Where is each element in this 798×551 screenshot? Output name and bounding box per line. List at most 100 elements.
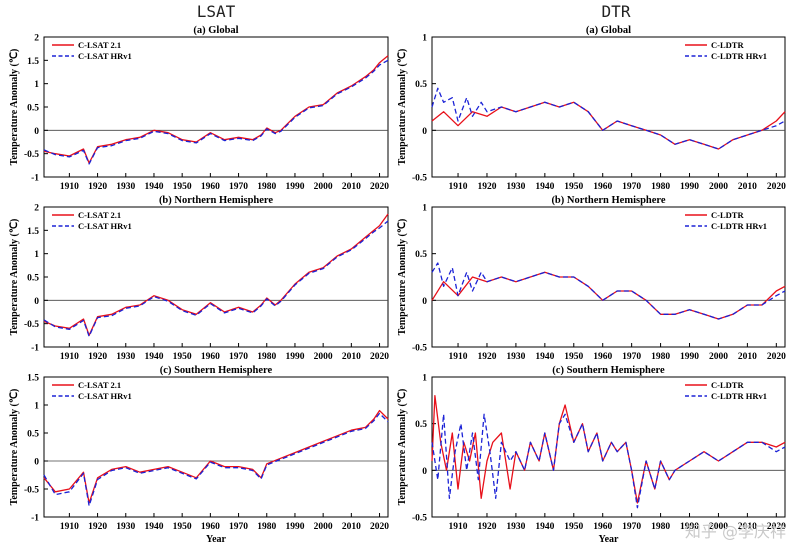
x-tick-label: 1940 — [535, 522, 554, 532]
y-tick-label: 0 — [422, 127, 427, 137]
panel-dtr-global: -0.5 0 0.5 1 1910 1920 1930 1940 1950 1960 1970 198… — [397, 25, 786, 192]
plot-frame — [431, 36, 786, 178]
x-tick-label: 1920 — [477, 182, 496, 192]
x-tick-label: 2020 — [767, 522, 786, 532]
x-tick-label: 1980 — [257, 352, 276, 362]
column-title-lsat: LSAT — [197, 2, 236, 21]
x-tick-label: 1950 — [173, 352, 192, 362]
y-tick-label: 1 — [34, 80, 39, 90]
series-line-2 — [43, 59, 389, 165]
legend-label: C-LSAT 2.1 — [78, 380, 121, 390]
x-tick-label: 1950 — [564, 522, 583, 532]
legend-label: C-LDTR — [711, 40, 744, 50]
x-tick-label: 2010 — [342, 182, 361, 192]
x-tick-label: 1940 — [535, 182, 554, 192]
x-tick-label: 1950 — [173, 522, 192, 532]
x-tick-label: 1920 — [477, 522, 496, 532]
y-axis-label: Temperature Anomaly (℃) — [9, 389, 20, 506]
x-tick-label: 1970 — [622, 522, 641, 532]
y-tick-label: 0 — [422, 297, 427, 307]
chart-panels: -1 -0.5 0 0.5 1 1.5 2 1910 1920 1930 1940 1950 1960 1… — [9, 25, 786, 545]
x-tick-label: 1920 — [477, 352, 496, 362]
panel-title: (a) Global — [193, 25, 238, 36]
y-tick-label: 1 — [34, 250, 39, 260]
legend-label: C-LDTR HRv1 — [711, 221, 767, 231]
y-tick-label: 0.5 — [27, 104, 39, 114]
y-tick-label: -1 — [31, 514, 39, 524]
x-axis-label: Year — [599, 534, 620, 545]
x-tick-label: 1960 — [593, 352, 612, 362]
x-tick-label: 1960 — [593, 182, 612, 192]
series-line-2 — [431, 87, 786, 150]
x-tick-label: 2010 — [738, 522, 757, 532]
y-tick-label: -0.5 — [412, 174, 427, 184]
x-tick-label: 1980 — [257, 182, 276, 192]
y-tick-label: 0 — [422, 467, 427, 477]
x-tick-label: 1940 — [144, 352, 163, 362]
y-axis-label: Temperature Anomaly (℃) — [9, 219, 20, 336]
x-tick-label: 1990 — [285, 522, 304, 532]
x-tick-label: 2020 — [370, 182, 389, 192]
y-axis-label: Temperature Anomaly (℃) — [397, 219, 408, 336]
x-tick-label: 2000 — [709, 182, 728, 192]
x-tick-label: 1910 — [449, 182, 468, 192]
panel-dtr-sh: -0.5 0 0.5 1 1910 1920 1930 1940 1950 1960 1970 198… — [397, 365, 786, 545]
x-tick-label: 1930 — [506, 522, 525, 532]
y-tick-label: -0.5 — [24, 320, 39, 330]
x-tick-label: 1950 — [564, 352, 583, 362]
y-tick-label: -0.5 — [24, 486, 39, 496]
y-axis-label: Temperature Anomaly (℃) — [397, 49, 408, 166]
x-tick-label: 2010 — [738, 182, 757, 192]
x-tick-label: 1990 — [285, 182, 304, 192]
series-line-2 — [431, 262, 786, 320]
x-tick-label: 2010 — [342, 352, 361, 362]
x-tick-label: 1980 — [651, 182, 670, 192]
y-tick-label: -1 — [31, 344, 39, 354]
legend-label: C-LDTR HRv1 — [711, 51, 767, 61]
y-tick-label: -0.5 — [24, 150, 39, 160]
x-tick-label: 1960 — [593, 522, 612, 532]
x-axis-label: Year — [206, 534, 227, 545]
plot-frame — [43, 36, 389, 178]
plot-frame — [43, 206, 389, 348]
y-tick-label: -0.5 — [412, 514, 427, 524]
x-tick-label: 2000 — [314, 182, 333, 192]
x-tick-label: 1990 — [285, 352, 304, 362]
x-tick-label: 1930 — [116, 182, 135, 192]
y-tick-label: 0 — [34, 127, 39, 137]
y-tick-label: 1.5 — [27, 57, 39, 67]
x-tick-label: 1930 — [116, 522, 135, 532]
y-tick-label: -1 — [31, 174, 39, 184]
legend-label: C-LDTR HRv1 — [711, 391, 767, 401]
x-tick-label: 1980 — [651, 352, 670, 362]
panel-title: (b) Northern Hemisphere — [551, 195, 665, 206]
x-tick-label: 1970 — [229, 522, 248, 532]
x-tick-label: 1940 — [144, 522, 163, 532]
legend: C-LSAT 2.1C-LSAT HRv1 — [52, 40, 132, 61]
x-tick-label: 1910 — [60, 522, 79, 532]
legend: C-LSAT 2.1C-LSAT HRv1 — [52, 210, 132, 231]
x-tick-label: 1910 — [60, 182, 79, 192]
x-tick-label: 2000 — [314, 352, 333, 362]
x-tick-label: 1910 — [449, 522, 468, 532]
x-tick-label: 1940 — [144, 182, 163, 192]
y-tick-label: 1 — [34, 402, 39, 412]
y-tick-label: 1 — [422, 204, 427, 214]
y-tick-label: 0.5 — [415, 420, 427, 430]
x-tick-label: 2000 — [314, 522, 333, 532]
x-tick-label: 1930 — [116, 352, 135, 362]
x-tick-label: 2020 — [370, 522, 389, 532]
panel-lsat-global: -1 -0.5 0 0.5 1 1.5 2 1910 1920 1930 1940 1950 1960 1… — [9, 25, 389, 192]
x-tick-label: 1920 — [88, 522, 107, 532]
x-tick-label: 1930 — [506, 182, 525, 192]
y-tick-label: 1 — [422, 34, 427, 44]
x-tick-label: 2020 — [767, 352, 786, 362]
x-tick-label: 1940 — [535, 352, 554, 362]
x-tick-label: 1920 — [88, 182, 107, 192]
panel-title: (c) Southern Hemisphere — [160, 365, 273, 376]
legend-label: C-LSAT HRv1 — [78, 391, 132, 401]
y-tick-label: 1 — [422, 374, 427, 384]
